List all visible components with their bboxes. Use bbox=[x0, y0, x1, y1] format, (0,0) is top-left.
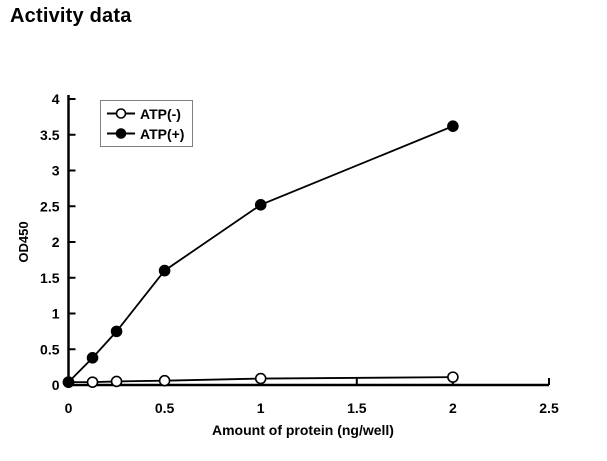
y-tick-label: 0.5 bbox=[40, 341, 60, 357]
y-tick-label: 4 bbox=[52, 91, 60, 107]
x-axis-title: Amount of protein (ng/well) bbox=[212, 422, 394, 438]
y-tick-label: 3.5 bbox=[40, 127, 60, 143]
filled-circle-marker-icon bbox=[107, 128, 135, 139]
x-tick-label: 1 bbox=[257, 400, 265, 416]
y-tick-label: 3 bbox=[52, 163, 60, 179]
data-point-atp-plus bbox=[86, 352, 99, 364]
y-tick-label: 2 bbox=[52, 234, 60, 250]
y-tick-label: 1 bbox=[52, 306, 60, 322]
legend-label: ATP(+) bbox=[140, 125, 185, 142]
legend-label: ATP(-) bbox=[140, 105, 181, 122]
data-point-atp-plus bbox=[62, 376, 75, 388]
chart-title: Activity data bbox=[10, 5, 132, 27]
y-tick-label: 0 bbox=[52, 377, 60, 393]
legend-item-atp-minus: ATP(-) bbox=[106, 104, 184, 123]
x-tick-label: 2 bbox=[449, 400, 457, 416]
x-tick-label: 0 bbox=[65, 400, 73, 416]
data-point-atp-plus bbox=[447, 120, 459, 132]
legend-item-atp-plus: ATP(+) bbox=[106, 124, 184, 143]
data-point-atp-minus bbox=[158, 374, 171, 387]
x-tick-label: 1.5 bbox=[347, 400, 367, 416]
data-point-atp-plus bbox=[158, 264, 171, 277]
data-point-atp-minus bbox=[110, 375, 123, 388]
x-tick-label: 0.5 bbox=[155, 400, 175, 416]
y-tick-label: 2.5 bbox=[40, 198, 60, 214]
data-point-atp-minus bbox=[254, 372, 267, 385]
data-point-atp-plus bbox=[254, 199, 267, 211]
legend: ATP(-) ATP(+) bbox=[100, 100, 194, 147]
open-circle-marker-icon bbox=[107, 108, 135, 119]
y-axis-title: OD450 bbox=[16, 221, 31, 263]
data-point-atp-plus bbox=[110, 325, 123, 338]
y-tick-label: 1.5 bbox=[40, 270, 60, 286]
series-line-atp-plus bbox=[67, 125, 454, 383]
x-tick-label: 2.5 bbox=[539, 400, 559, 416]
data-point-atp-minus bbox=[447, 371, 459, 383]
data-point-atp-minus bbox=[86, 376, 99, 388]
